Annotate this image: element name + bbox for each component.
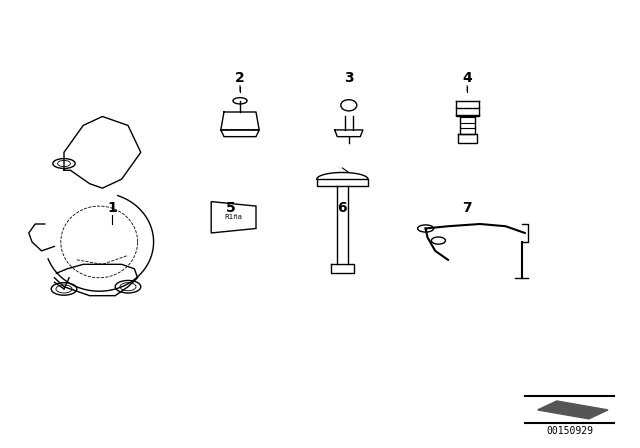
Text: 4: 4 <box>462 71 472 86</box>
Text: 00150929: 00150929 <box>546 426 593 436</box>
Text: R1ña: R1ña <box>225 214 243 220</box>
Text: 5: 5 <box>225 201 236 215</box>
Text: 6: 6 <box>337 201 348 215</box>
Text: 1: 1 <box>107 201 117 215</box>
Text: 7: 7 <box>462 201 472 215</box>
Text: 3: 3 <box>344 71 354 86</box>
Text: 2: 2 <box>235 71 245 86</box>
Polygon shape <box>538 401 608 419</box>
